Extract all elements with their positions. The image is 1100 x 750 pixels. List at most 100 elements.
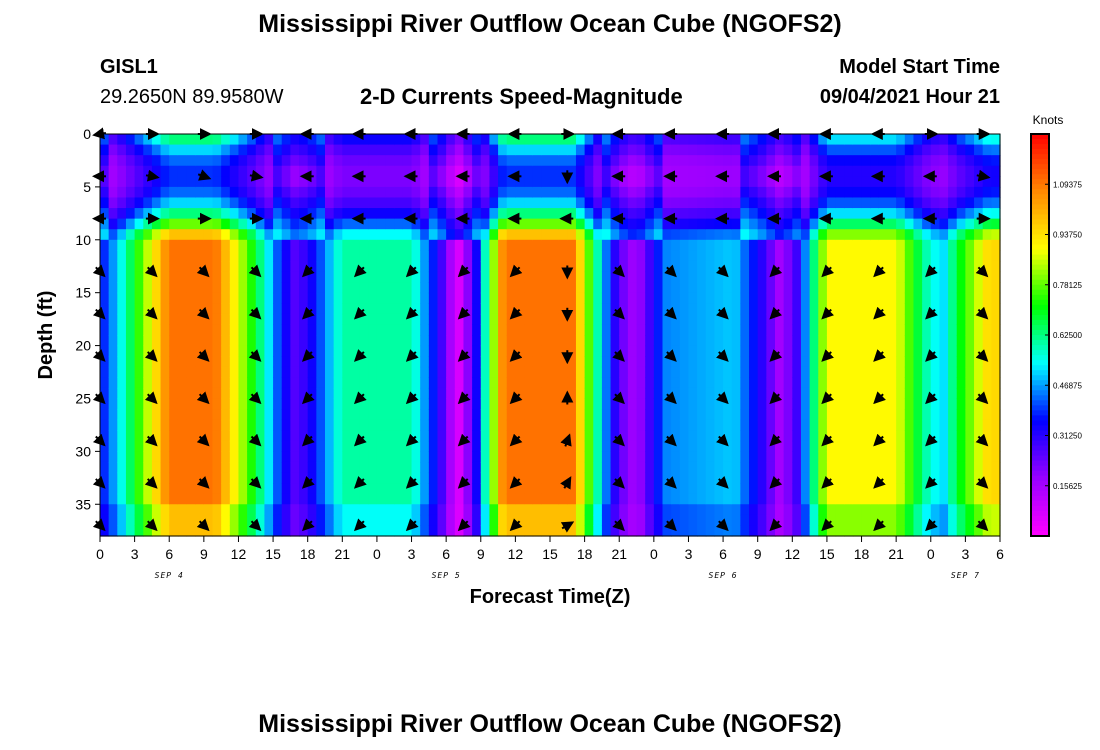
heat-cell <box>835 461 845 474</box>
heat-cell <box>186 250 196 262</box>
heat-cell <box>653 461 664 474</box>
heat-cell <box>532 461 542 474</box>
heat-cell <box>316 197 326 209</box>
heat-cell <box>506 324 516 336</box>
heat-cell <box>965 282 975 294</box>
heat-cell <box>428 472 439 484</box>
heat-cell <box>610 144 620 156</box>
heat-cell <box>247 186 257 199</box>
heat-cell <box>160 282 170 294</box>
heat-cell <box>281 165 291 177</box>
heat-cell <box>255 239 266 251</box>
heat-cell <box>325 366 335 378</box>
heat-cell <box>125 440 136 452</box>
heat-cell <box>835 409 845 421</box>
heat-cell <box>221 292 231 304</box>
heat-cell <box>203 324 214 336</box>
heat-cell <box>913 218 923 230</box>
heat-cell <box>376 451 387 463</box>
heat-cell <box>255 282 266 294</box>
heat-cell <box>203 155 214 167</box>
heat-cell <box>117 250 127 262</box>
heat-cell <box>238 239 248 251</box>
heat-cell <box>688 197 698 209</box>
heat-cell <box>463 377 473 389</box>
current-vector <box>873 433 886 447</box>
heat-cell <box>195 176 205 188</box>
heat-cell <box>878 335 889 347</box>
heat-cell <box>160 324 170 336</box>
heat-cell <box>800 239 811 251</box>
heat-cell <box>506 197 516 209</box>
heat-cell <box>212 430 222 442</box>
current-vector <box>196 518 210 532</box>
heat-cell <box>195 377 205 389</box>
heat-cell <box>100 186 110 199</box>
x-tick-label: 3 <box>408 546 416 562</box>
heat-cell <box>368 197 378 209</box>
heat-cell <box>446 208 456 220</box>
heat-cell <box>991 387 1001 400</box>
heat-cell <box>558 377 568 389</box>
heat-cell <box>714 313 724 326</box>
colorbar-cell <box>1031 179 1049 185</box>
heat-cell <box>904 134 915 146</box>
heat-cell <box>506 472 516 484</box>
heat-cell <box>567 134 577 146</box>
heat-cell <box>948 461 958 474</box>
heat-cell <box>965 461 975 474</box>
heat-cell <box>714 134 724 146</box>
heat-cell <box>601 176 612 188</box>
heat-cell <box>558 335 568 347</box>
heat-cell <box>212 155 222 167</box>
heat-cell <box>558 514 568 527</box>
heat-cell <box>844 377 854 389</box>
heat-cell <box>826 144 837 156</box>
heat-cell <box>472 472 482 484</box>
heat-cell <box>818 134 828 146</box>
heat-cell <box>852 472 863 484</box>
heat-cell <box>887 324 897 336</box>
heat-cell <box>982 387 992 400</box>
heat-cell <box>636 504 646 516</box>
heat-cell <box>558 461 568 474</box>
heat-cell <box>134 483 144 495</box>
heat-cell <box>835 229 845 241</box>
heat-cell <box>186 239 196 251</box>
heat-cell <box>342 398 352 410</box>
heat-cell <box>740 430 750 442</box>
heat-cell <box>922 377 932 389</box>
heat-cell <box>870 461 880 474</box>
heat-cell <box>775 155 785 167</box>
heat-cell <box>627 366 638 378</box>
heat-cell <box>169 260 179 273</box>
heat-cell <box>826 155 837 167</box>
heat-cell <box>160 218 170 230</box>
heat-cell <box>645 250 655 262</box>
heat-cell <box>472 493 482 505</box>
heat-cell <box>809 186 819 199</box>
heat-cell <box>679 451 690 463</box>
heat-cell <box>757 208 767 220</box>
heat-cell <box>904 144 915 156</box>
heat-cell <box>705 398 716 410</box>
heat-cell <box>143 366 153 378</box>
heat-cell <box>705 303 716 315</box>
heat-cell <box>584 292 594 304</box>
heat-cell <box>861 514 871 527</box>
heat-cell <box>783 155 793 167</box>
heat-cell <box>480 250 491 262</box>
heat-cell <box>948 514 958 527</box>
heat-cell <box>290 419 300 431</box>
heat-cell <box>100 504 110 516</box>
heat-cell <box>567 356 577 368</box>
heat-cell <box>515 356 525 368</box>
heat-cell <box>325 218 335 230</box>
heat-cell <box>299 419 309 431</box>
heat-cell <box>307 144 317 156</box>
heat-cell <box>463 229 473 241</box>
heat-cell <box>740 366 750 378</box>
heat-cell <box>584 409 594 421</box>
heat-cell <box>913 461 923 474</box>
x-tick-label: 15 <box>819 546 835 562</box>
